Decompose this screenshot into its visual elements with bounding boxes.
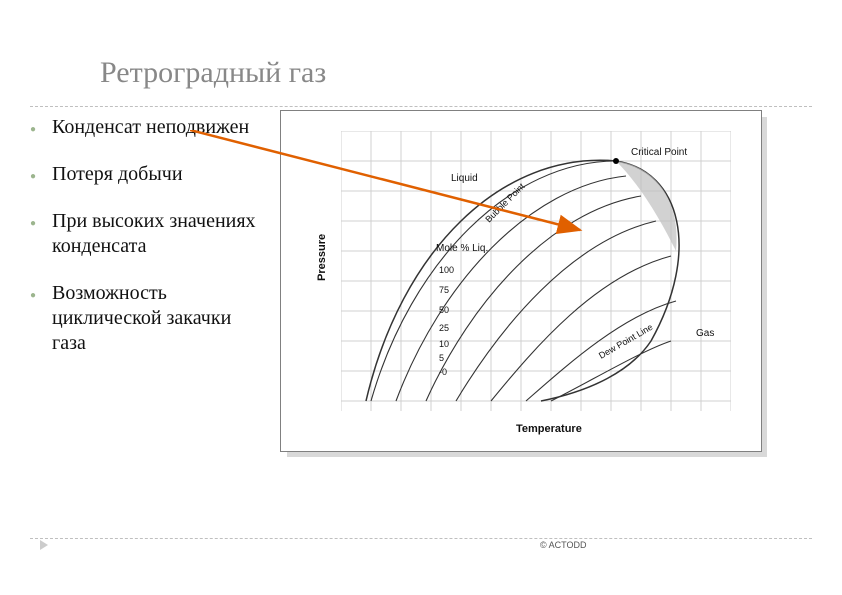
footer-chevron-icon (40, 540, 48, 550)
bullet-list: ● Конденсат неподвижен ● Потеря добычи ●… (30, 115, 260, 378)
list-item: ● Потеря добычи (30, 162, 260, 187)
svg-text:Gas: Gas (696, 328, 714, 339)
bullet-text: При высоких значениях конденсата (52, 209, 260, 259)
svg-text:5: 5 (439, 353, 444, 363)
divider-bottom (30, 538, 812, 539)
phase-diagram-figure: LiquidCritical PointGasMole % Liq.Bubble… (280, 110, 762, 452)
bullet-text: Конденсат неподвижен (52, 115, 249, 140)
list-item: ● Возможность циклической закачки газа (30, 281, 260, 356)
bullet-text: Потеря добычи (52, 162, 183, 187)
page-title: Ретроградный газ (100, 56, 326, 90)
y-axis-label: Pressure (316, 234, 328, 281)
list-item: ● Конденсат неподвижен (30, 115, 260, 140)
svg-text:50: 50 (439, 305, 449, 315)
svg-text:75: 75 (439, 285, 449, 295)
svg-text:Critical Point: Critical Point (631, 147, 687, 158)
x-axis-label: Temperature (516, 423, 582, 435)
svg-text:Mole % Liq.: Mole % Liq. (436, 243, 488, 254)
bullet-marker-icon: ● (30, 218, 42, 231)
list-item: ● При высоких значениях конденсата (30, 209, 260, 259)
svg-text:Liquid: Liquid (451, 173, 478, 184)
retrograde-region (616, 161, 677, 251)
bullet-marker-icon: ● (30, 171, 42, 184)
bullet-marker-icon: ● (30, 124, 42, 137)
grid (341, 131, 731, 411)
svg-text:10: 10 (439, 339, 449, 349)
copyright: © ACTODD (540, 540, 586, 550)
bullet-text: Возможность циклической закачки газа (52, 281, 260, 356)
svg-text:100: 100 (439, 265, 454, 275)
phase-diagram-chart: LiquidCritical PointGasMole % Liq.Bubble… (341, 131, 731, 411)
critical-point-marker (613, 158, 619, 164)
svg-text:25: 25 (439, 323, 449, 333)
bullet-marker-icon: ● (30, 290, 42, 303)
svg-text:-0: -0 (439, 367, 447, 377)
divider-top (30, 106, 812, 107)
